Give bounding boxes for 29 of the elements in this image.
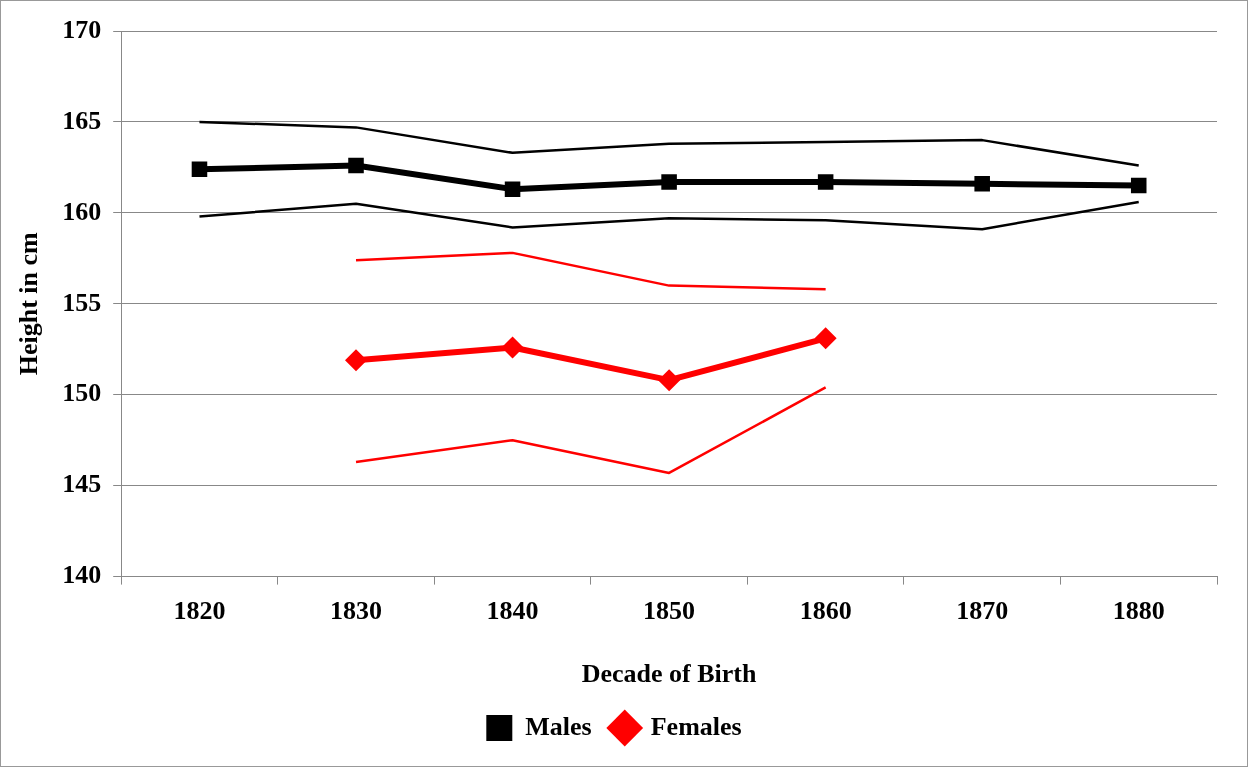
y-tick-label: 160 (62, 196, 102, 226)
point (345, 349, 368, 372)
x-tick-label: 1830 (330, 595, 383, 625)
y-tick-label: 145 (62, 469, 102, 499)
y-tick-label: 140 (62, 560, 102, 590)
y-tick-label: 165 (62, 105, 102, 135)
point (1130, 177, 1147, 194)
y-tick-label: 170 (62, 14, 102, 44)
legend-label: Males (525, 711, 592, 741)
y-tick-label: 150 (62, 378, 102, 408)
point (974, 175, 990, 192)
point (501, 336, 524, 359)
point (191, 161, 208, 177)
y-tick-label: 155 (62, 287, 102, 317)
x-tick-label: 1880 (1112, 595, 1165, 625)
legend-label: Females (650, 711, 742, 741)
point (661, 174, 677, 190)
x-tick-label: 1840 (486, 595, 539, 625)
x-axis-title: Decade of Birth (581, 659, 757, 689)
point (817, 174, 834, 190)
x-tick-label: 1870 (956, 595, 1009, 625)
point (348, 157, 364, 174)
y-axis-title: Height in cm (14, 231, 44, 376)
x-tick-label: 1820 (173, 595, 226, 625)
x-tick-label: 1860 (799, 595, 852, 625)
x-tick-label: 1850 (643, 595, 696, 625)
point (504, 181, 521, 197)
point (658, 369, 681, 392)
point (814, 327, 837, 350)
